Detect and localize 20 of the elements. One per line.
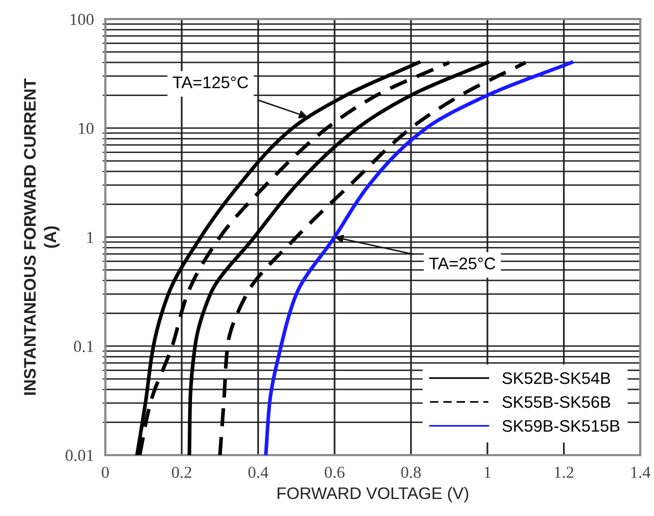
x-tick-label: 0 <box>102 466 109 478</box>
x-tick-label: 0.4 <box>248 466 268 478</box>
x-tick-label: 0.8 <box>401 466 421 478</box>
y-tick-label: 0.1 <box>74 340 94 352</box>
legend-label: SK52B-SK54B <box>502 372 610 384</box>
x-tick-label: 0.6 <box>324 466 344 478</box>
x-tick-label: 0.2 <box>172 466 192 478</box>
legend-label: SK55B-SK56B <box>502 396 610 408</box>
x-tick-label: 1.2 <box>554 466 574 478</box>
x-tick-label: 1.4 <box>631 466 650 478</box>
x-axis-title: FORWARD VOLTAGE (V) <box>278 486 468 502</box>
x-tick-label: 1 <box>484 466 491 478</box>
legend-label: SK59B-SK515B <box>502 420 620 432</box>
annotation: TA=125°C <box>172 76 248 88</box>
y-tick-label: 1 <box>87 232 94 243</box>
y-tick-label: 100 <box>70 14 94 26</box>
annotation: TA=25°C <box>429 258 496 270</box>
y-tick-label: 0.01 <box>66 450 94 462</box>
y-tick-label: 10 <box>78 122 94 134</box>
y-axis-title: INSTANTANEOUS FORWARD CURRENT (A) <box>24 78 60 395</box>
